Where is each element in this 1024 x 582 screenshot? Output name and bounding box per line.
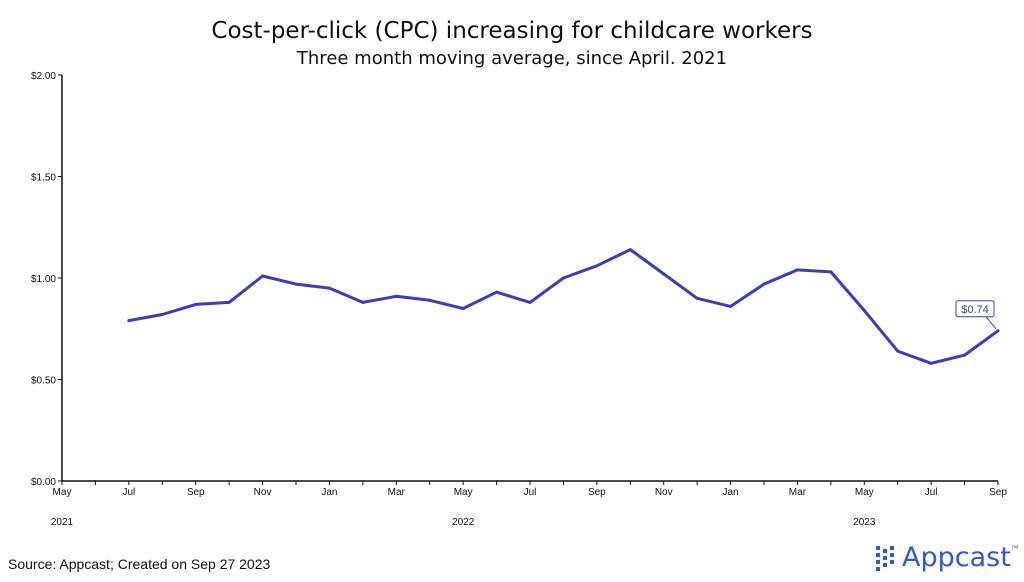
- data-point: [428, 298, 432, 302]
- x-tick-label: May: [53, 487, 72, 498]
- data-point: [528, 300, 532, 304]
- data-point: [194, 302, 198, 306]
- data-point: [160, 313, 164, 317]
- y-tick-label: $1.50: [31, 173, 56, 184]
- x-tick-label: Sep: [989, 487, 1007, 498]
- y-tick-label: $1.00: [31, 274, 56, 285]
- data-point: [561, 276, 565, 280]
- data-point: [227, 300, 231, 304]
- x-tick-label: Jul: [122, 487, 135, 498]
- x-tick-label: May: [454, 487, 473, 498]
- callout-box: [955, 300, 995, 318]
- data-point: [729, 304, 733, 308]
- year-label: 2022: [452, 517, 475, 528]
- data-point: [495, 290, 499, 294]
- chart-subtitle: Three month moving average, since April.…: [296, 48, 728, 69]
- cpc-series-line: [127, 248, 1000, 365]
- y-tick-label: $0.00: [31, 477, 56, 488]
- x-tick-label: Nov: [254, 487, 272, 498]
- x-tick-label: Jul: [925, 487, 938, 498]
- data-point: [896, 349, 900, 353]
- trademark-symbol: ™: [1010, 544, 1019, 553]
- data-point: [595, 264, 599, 268]
- x-tick-label: May: [855, 487, 874, 498]
- callout-label: $0.74: [961, 304, 989, 316]
- appcast-logo-icon: [876, 545, 894, 571]
- x-tick-label: Nov: [655, 487, 673, 498]
- data-point: [461, 306, 465, 310]
- data-point: [829, 270, 833, 274]
- year-label: 2023: [853, 517, 876, 528]
- x-tick-label: Mar: [789, 487, 807, 498]
- line-chart: $0.00 $0.50 $1.00 $1.50 $2.00 May Jul Sep Nov Jan…: [31, 71, 1007, 528]
- callout-pointer: [985, 316, 997, 330]
- x-tick-label: Mar: [388, 487, 406, 498]
- data-point: [862, 308, 866, 312]
- data-point: [963, 353, 967, 357]
- data-point: [695, 296, 699, 300]
- data-point: [929, 361, 933, 365]
- data-point: [996, 329, 1000, 333]
- data-point: [628, 248, 632, 252]
- x-tick-label: Jan: [723, 487, 739, 498]
- data-point: [327, 286, 331, 290]
- y-tick-label: $0.50: [31, 376, 56, 387]
- x-tick-label: Jul: [524, 487, 537, 498]
- appcast-logo: Appcast ™: [876, 542, 1019, 573]
- year-label: 2021: [51, 517, 74, 528]
- x-tick-label: Sep: [588, 487, 606, 498]
- data-point: [294, 282, 298, 286]
- data-point: [361, 300, 365, 304]
- x-tick-label: Jan: [321, 487, 337, 498]
- data-point: [261, 274, 265, 278]
- data-point: [795, 268, 799, 272]
- chart-title: Cost-per-click (CPC) increasing for chil…: [211, 18, 813, 44]
- data-point: [762, 282, 766, 286]
- data-point: [394, 294, 398, 298]
- data-point: [662, 272, 666, 276]
- value-callout: $0.74: [955, 300, 997, 330]
- appcast-logo-text: Appcast: [902, 542, 1011, 573]
- source-note: Source: Appcast; Created on Sep 27 2023: [8, 556, 271, 572]
- data-point: [127, 319, 131, 323]
- y-tick-label: $2.00: [31, 71, 56, 82]
- x-tick-label: Sep: [187, 487, 205, 498]
